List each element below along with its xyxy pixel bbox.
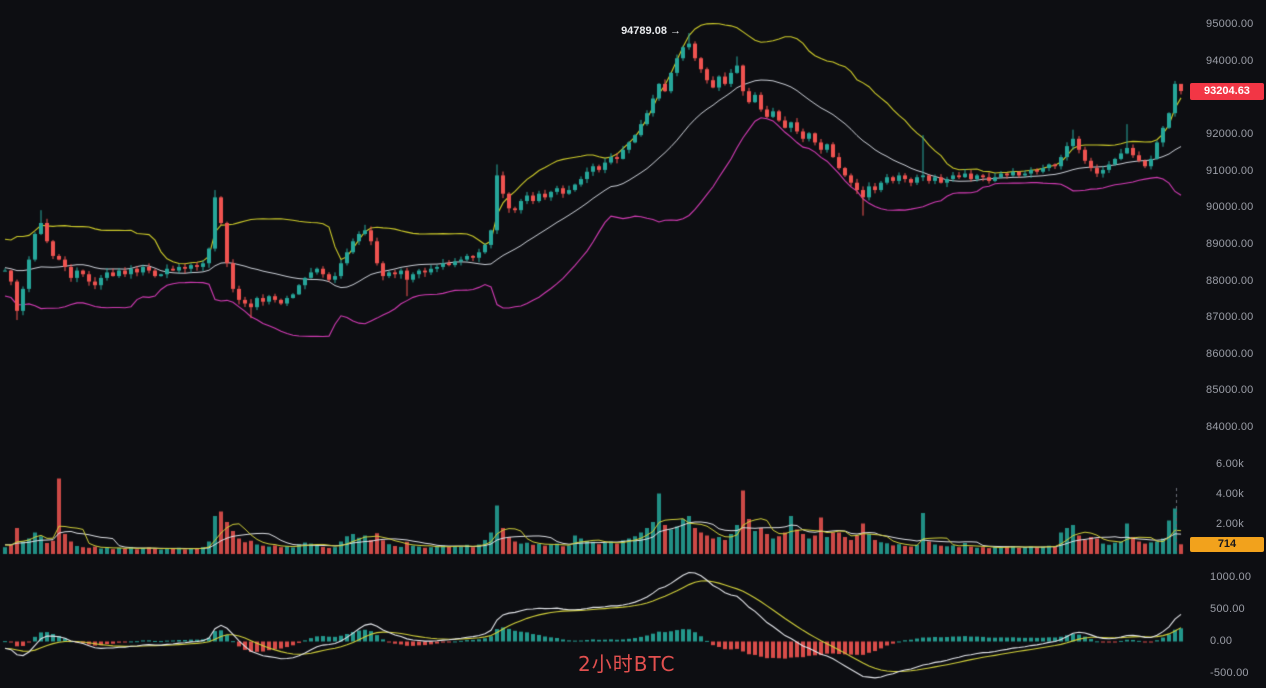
peak-price-annotation: 94789.08 → [621,25,681,38]
timeframe-watermark: 2小时BTC [578,652,676,676]
last-price-badge: 93204.63 [1190,82,1264,100]
last-volume-badge: 714 [1190,536,1264,552]
